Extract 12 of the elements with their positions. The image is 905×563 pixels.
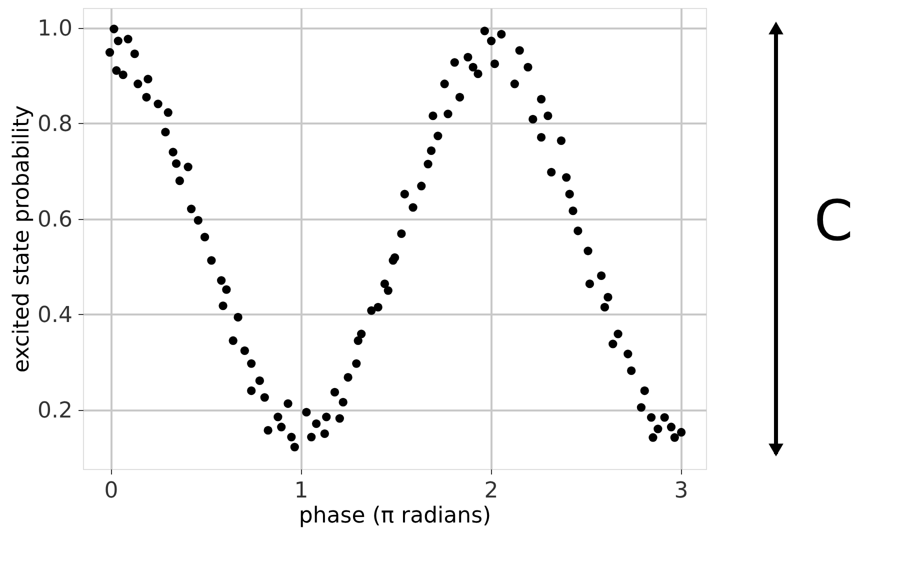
y-tick-label: 1.0	[38, 16, 72, 42]
x-tick-label: 2	[484, 478, 498, 504]
x-tick-label: 3	[674, 478, 688, 504]
x-axis-title: phase (π radians)	[298, 504, 492, 528]
y-tick-label: 0.4	[38, 302, 72, 328]
x-tick-label: 0	[104, 478, 118, 504]
y-axis-title: excited state probability	[10, 105, 35, 373]
text: C	[814, 189, 854, 254]
x-tick-label: 1	[294, 478, 308, 504]
y-tick-label: 0.2	[38, 398, 72, 424]
y-tick-label: 0.6	[38, 207, 72, 232]
y-tick-label: 0.8	[38, 112, 72, 137]
